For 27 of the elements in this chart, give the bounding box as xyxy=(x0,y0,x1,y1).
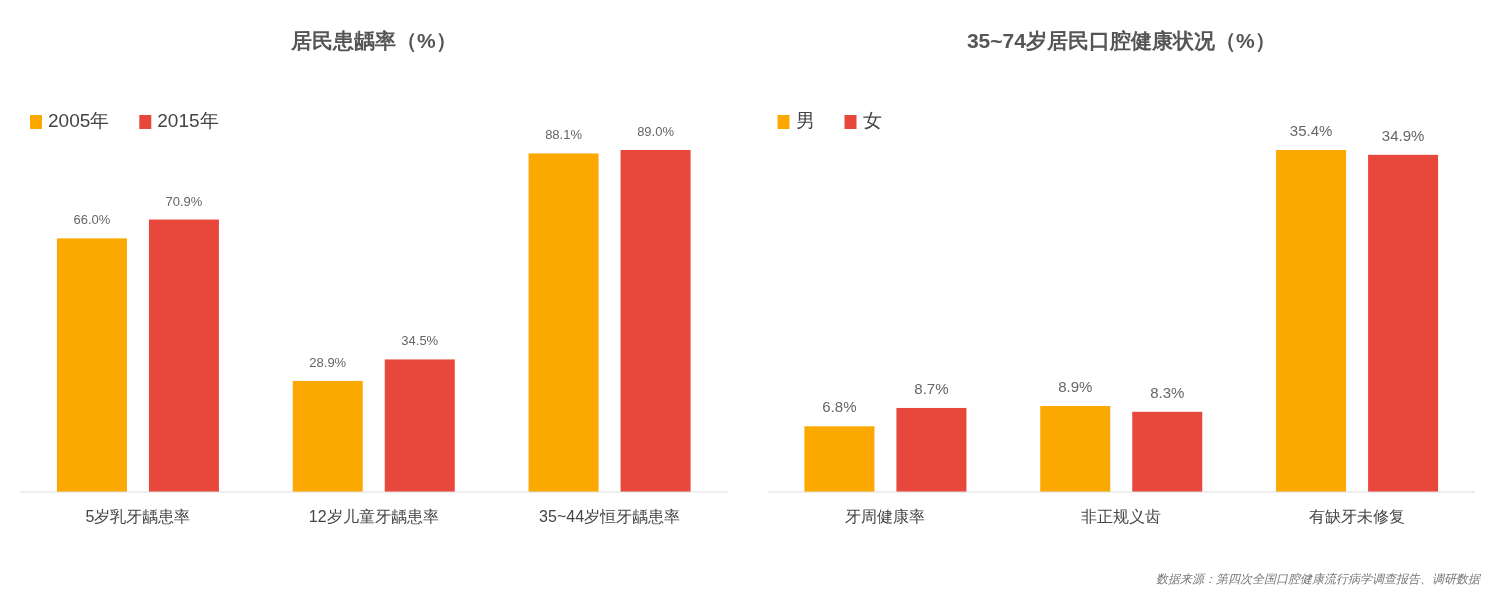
data-label: 6.8% xyxy=(822,398,857,416)
legend-label: 男 xyxy=(795,110,815,131)
legend-label: 2005年 xyxy=(48,110,110,131)
legend-label: 2015年 xyxy=(157,110,219,131)
chart-title: 35~74岁居民口腔健康状况（%） xyxy=(966,29,1276,52)
data-label: 66.0% xyxy=(73,212,111,228)
data-label: 70.9% xyxy=(165,193,203,209)
data-label: 8.7% xyxy=(914,379,949,397)
data-label: 8.3% xyxy=(1150,383,1185,401)
data-label: 34.9% xyxy=(1381,126,1425,144)
legend: 2005年 2015年 xyxy=(30,110,219,131)
x-tick-label: 牙周健康率 xyxy=(845,508,926,525)
data-label: 89.0% xyxy=(637,124,675,139)
legend-label: 女 xyxy=(862,110,882,131)
x-tick-label: 12岁儿童牙龋患率 xyxy=(308,508,439,525)
source-note: 数据来源：第四次全国口腔健康流行病学调查报告、调研数据 xyxy=(1156,572,1482,586)
data-label: 8.9% xyxy=(1058,378,1093,396)
legend: 男 女 xyxy=(777,110,882,131)
data-label: 88.1% xyxy=(545,127,583,143)
data-label: 35.4% xyxy=(1289,122,1333,139)
chart-title: 居民患龋率（%） xyxy=(289,29,457,52)
x-tick-label: 非正规义齿 xyxy=(1081,508,1162,525)
x-tick-label: 35~44岁恒牙龋患率 xyxy=(539,508,681,525)
x-tick-label: 5岁乳牙龋患率 xyxy=(85,508,191,525)
x-tick-label: 有缺牙未修复 xyxy=(1309,508,1406,525)
data-label: 34.5% xyxy=(401,333,439,349)
data-label: 28.9% xyxy=(309,354,347,370)
